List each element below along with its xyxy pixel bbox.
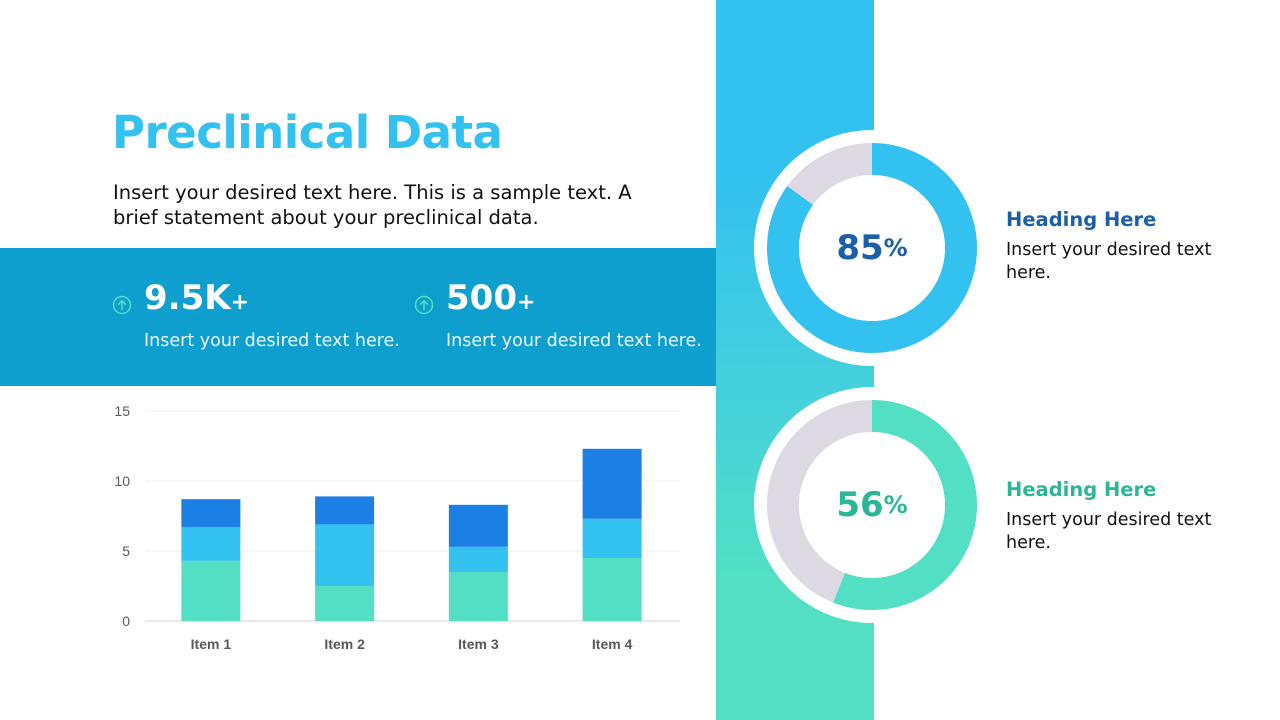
progress-ring-56: 56% (754, 387, 990, 623)
stacked-bar-chart: 0 5 10 15 Item 1 Item 2 Item 3 Item 4 (114, 403, 680, 652)
stat-value: 9.5K+ (144, 278, 250, 318)
bar-segment (181, 560, 241, 621)
bar-segment (582, 518, 642, 558)
stat-description: Insert your desired text here. (446, 331, 702, 351)
arrow-up-circle-icon (112, 295, 132, 315)
bar-segment (582, 448, 642, 519)
intro-text: Insert your desired text here. This is a… (113, 181, 632, 229)
ring-value: 56% (836, 485, 908, 525)
donut-chart (754, 130, 990, 366)
ring-caption: Heading Here Insert your desired text he… (1006, 478, 1226, 555)
page-title: Preclinical Data (112, 106, 503, 159)
svg-text:Item 1: Item 1 (191, 636, 232, 652)
stat-description: Insert your desired text here. (144, 331, 400, 351)
bar-segment (181, 527, 241, 561)
bar-segment (315, 524, 375, 586)
bar-segment (315, 496, 375, 525)
donut-chart (754, 387, 990, 623)
caption-body: Insert your desired text here. (1006, 240, 1212, 283)
ring-value: 85% (836, 228, 908, 268)
bar-segment (448, 546, 508, 572)
ring-caption: Heading Here Insert your desired text he… (1006, 208, 1226, 285)
caption-heading: Heading Here (1006, 208, 1157, 231)
bar-segment (448, 572, 508, 621)
bar-segment (181, 499, 241, 528)
bar-segment (448, 504, 508, 547)
svg-text:5: 5 (122, 543, 130, 559)
stats-band: 9.5K+ Insert your desired text here. 500… (0, 248, 716, 386)
bar-segment (582, 558, 642, 621)
progress-ring-85: 85% (754, 130, 990, 366)
arrow-up-circle-icon (414, 295, 434, 315)
stat-value: 500+ (446, 278, 536, 318)
caption-body: Insert your desired text here. (1006, 510, 1212, 553)
caption-heading: Heading Here (1006, 478, 1157, 501)
bar-segment (315, 586, 375, 621)
svg-text:Item 4: Item 4 (592, 636, 633, 652)
svg-text:15: 15 (114, 403, 130, 419)
svg-text:Item 2: Item 2 (324, 636, 365, 652)
svg-text:10: 10 (114, 473, 130, 489)
svg-text:0: 0 (122, 613, 130, 629)
svg-text:Item 3: Item 3 (458, 636, 499, 652)
